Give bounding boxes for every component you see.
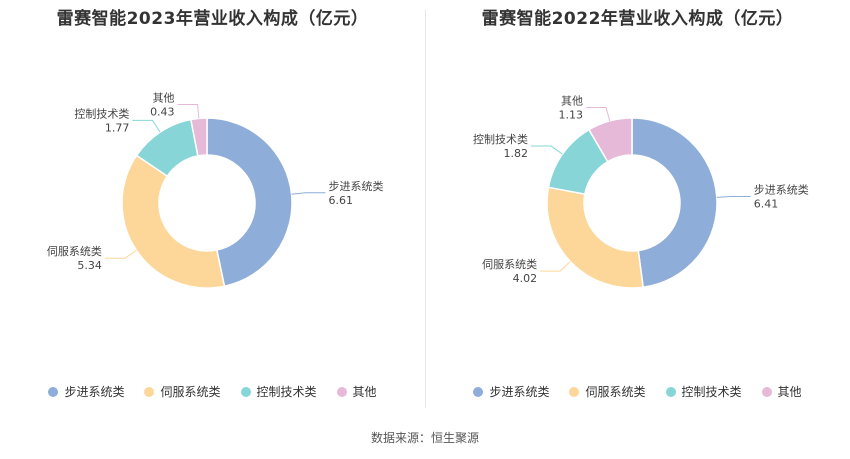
slice-stepper[interactable]: [206, 117, 293, 288]
legend-label: 伺服系统类: [160, 385, 221, 399]
slice-category-label: 控制技术类: [74, 106, 129, 120]
legend-label: 其他: [777, 385, 802, 399]
legend-marker-icon: [761, 386, 772, 397]
label-leader-line: [716, 195, 751, 198]
legend-marker-icon: [336, 386, 347, 397]
panel-divider: [425, 10, 426, 408]
legend-marker-icon: [665, 386, 676, 397]
slice-other[interactable]: [189, 117, 208, 157]
chart-title: 雷赛智能2022年营业收入构成（亿元）: [481, 9, 794, 29]
slice-category-label: 步进系统类: [754, 182, 809, 196]
label-leader-line: [104, 249, 137, 259]
legend-label: 步进系统类: [489, 385, 550, 399]
legend-label: 控制技术类: [681, 385, 742, 399]
legend-marker-icon: [240, 386, 251, 397]
slice-value-label: 1.77: [105, 121, 130, 134]
slice-other[interactable]: [587, 117, 633, 163]
chart-title: 雷赛智能2023年营业收入构成（亿元）: [56, 9, 369, 29]
slice-category-label: 其他: [153, 91, 175, 104]
slice-stepper[interactable]: [631, 117, 718, 289]
chart-panel-2023: 雷赛智能2023年营业收入构成（亿元） 步进系统类 6.61 伺服系统类 5.34 控制…: [0, 0, 425, 420]
legend: 步进系统类 伺服系统类 控制技术类 其他: [425, 383, 850, 400]
chart-panel-2022: 雷赛智能2022年营业收入构成（亿元） 步进系统类 6.41 伺服系统类 4.02 控制…: [425, 0, 850, 420]
slice-servo[interactable]: [121, 154, 226, 289]
label-leader-line: [177, 103, 200, 119]
label-leader-line: [586, 106, 611, 122]
slice-value-label: 5.34: [77, 259, 102, 272]
legend-item-servo[interactable]: 伺服系统类: [569, 383, 646, 400]
slice-category-label: 伺服系统类: [47, 244, 102, 258]
legend-item-control[interactable]: 控制技术类: [240, 383, 317, 400]
slice-value-label: 6.61: [328, 194, 353, 207]
legend-item-other[interactable]: 其他: [761, 383, 802, 400]
label-leader-line: [531, 145, 563, 155]
legend-label: 伺服系统类: [585, 385, 646, 399]
slice-category-label: 伺服系统类: [482, 257, 537, 271]
slice-category-label: 控制技术类: [473, 132, 528, 146]
legend-marker-icon: [144, 386, 155, 397]
legend: 步进系统类 伺服系统类 控制技术类 其他: [0, 383, 425, 400]
data-source-note: 数据来源：恒生聚源: [370, 431, 479, 445]
legend-label: 其他: [352, 385, 377, 399]
label-leader-line: [132, 119, 161, 133]
slice-value-label: 1.82: [504, 147, 529, 160]
slice-servo[interactable]: [546, 186, 644, 289]
legend-item-servo[interactable]: 伺服系统类: [144, 383, 221, 400]
legend-marker-icon: [569, 386, 580, 397]
legend-item-other[interactable]: 其他: [336, 383, 377, 400]
slice-value-label: 0.43: [150, 105, 175, 118]
slice-category-label: 步进系统类: [328, 179, 383, 193]
legend-item-stepper[interactable]: 步进系统类: [473, 383, 549, 400]
label-leader-line: [540, 261, 571, 272]
label-leader-line: [291, 192, 326, 195]
slice-value-label: 6.41: [754, 197, 779, 210]
slice-value-label: 4.02: [513, 272, 538, 285]
slice-value-label: 1.13: [559, 108, 584, 121]
legend-item-stepper[interactable]: 步进系统类: [48, 383, 124, 400]
legend-marker-icon: [473, 386, 484, 397]
legend-label: 步进系统类: [64, 385, 125, 399]
legend-marker-icon: [48, 386, 59, 397]
legend-label: 控制技术类: [256, 385, 317, 399]
legend-item-control[interactable]: 控制技术类: [665, 383, 742, 400]
slice-category-label: 其他: [561, 94, 583, 107]
